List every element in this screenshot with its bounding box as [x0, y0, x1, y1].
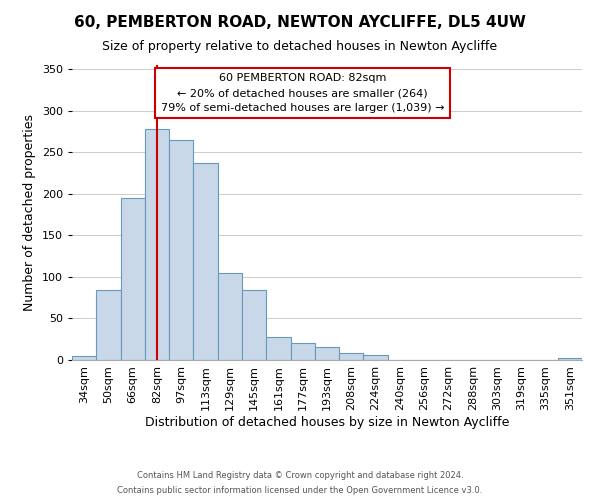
Text: Contains public sector information licensed under the Open Government Licence v3: Contains public sector information licen… — [118, 486, 482, 495]
Bar — [96, 290, 121, 360]
Bar — [364, 355, 388, 360]
X-axis label: Distribution of detached houses by size in Newton Aycliffe: Distribution of detached houses by size … — [145, 416, 509, 428]
Bar — [315, 346, 339, 360]
Bar — [339, 354, 364, 360]
Bar — [72, 356, 96, 360]
Bar — [290, 344, 315, 360]
Text: 60 PEMBERTON ROAD: 82sqm
← 20% of detached houses are smaller (264)
79% of semi-: 60 PEMBERTON ROAD: 82sqm ← 20% of detach… — [161, 74, 445, 113]
Bar — [145, 129, 169, 360]
Text: Size of property relative to detached houses in Newton Aycliffe: Size of property relative to detached ho… — [103, 40, 497, 53]
Bar — [558, 358, 582, 360]
Bar — [242, 290, 266, 360]
Text: 60, PEMBERTON ROAD, NEWTON AYCLIFFE, DL5 4UW: 60, PEMBERTON ROAD, NEWTON AYCLIFFE, DL5… — [74, 15, 526, 30]
Bar — [218, 272, 242, 360]
Bar — [266, 336, 290, 360]
Bar — [121, 198, 145, 360]
Bar — [169, 140, 193, 360]
Y-axis label: Number of detached properties: Number of detached properties — [23, 114, 36, 311]
Bar — [193, 163, 218, 360]
Text: Contains HM Land Registry data © Crown copyright and database right 2024.: Contains HM Land Registry data © Crown c… — [137, 471, 463, 480]
